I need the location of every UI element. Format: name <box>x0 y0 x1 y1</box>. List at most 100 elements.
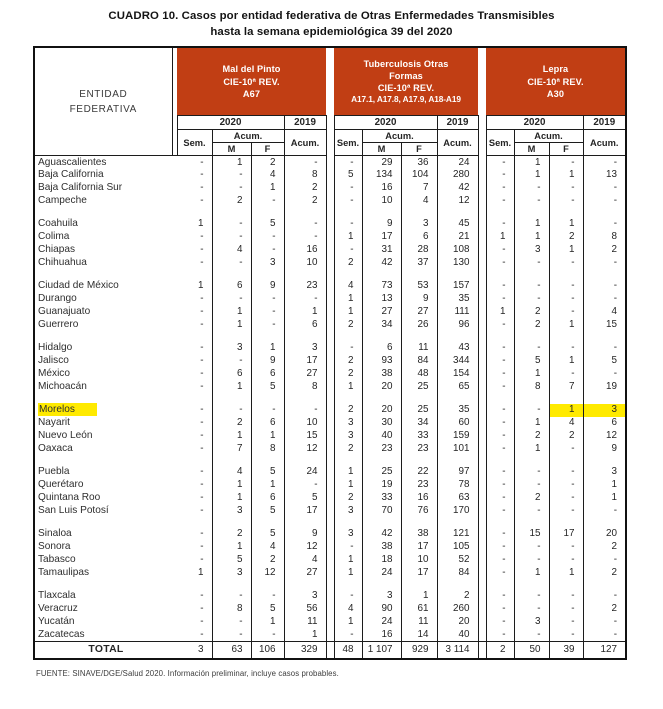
value-cell: 65 <box>437 380 479 394</box>
column-spacer <box>325 615 335 629</box>
column-spacer <box>477 429 487 443</box>
value-cell <box>334 517 363 528</box>
value-cell <box>514 393 550 404</box>
column-spacer <box>325 217 335 231</box>
value-cell: 1 <box>334 465 363 479</box>
column-spacer <box>325 194 335 208</box>
column-spacer <box>325 602 335 616</box>
value-cell: 16 <box>401 491 438 505</box>
column-spacer <box>477 504 487 518</box>
value-cell <box>549 393 584 404</box>
value-cell: 2 <box>334 403 363 417</box>
state-name: Baja California Sur <box>38 182 123 194</box>
header-spacer <box>325 115 335 130</box>
column-spacer <box>477 207 487 218</box>
value-cell: 35 <box>437 292 479 306</box>
f-label: F <box>548 142 584 157</box>
value-cell <box>401 517 438 528</box>
value-cell: 329 <box>284 641 327 659</box>
value-cell: - <box>549 181 584 195</box>
state-name: Durango <box>38 293 77 305</box>
value-cell: - <box>486 217 515 231</box>
value-cell: - <box>514 553 550 567</box>
value-cell: 3 <box>362 589 402 603</box>
value-cell: 1 <box>251 181 285 195</box>
value-cell <box>284 579 327 590</box>
column-spacer <box>477 354 487 368</box>
disease-title-line: CIE-10ª REV. <box>223 76 280 87</box>
column-spacer <box>325 367 335 381</box>
value-cell: - <box>177 243 213 257</box>
column-spacer <box>477 292 487 306</box>
value-cell: 3 <box>401 217 438 231</box>
state-name: Coahuila <box>38 218 78 230</box>
value-cell <box>549 455 584 466</box>
state-name: Michoacán <box>38 381 87 393</box>
value-cell: 78 <box>437 478 479 492</box>
value-cell: 3 <box>212 341 252 355</box>
column-spacer <box>325 230 335 244</box>
value-cell: 2 <box>334 354 363 368</box>
value-cell <box>251 269 285 280</box>
value-cell: 1 <box>583 491 627 505</box>
column-spacer <box>325 256 335 270</box>
value-cell: 9 <box>583 442 627 456</box>
value-cell <box>401 269 438 280</box>
value-cell: 2 <box>549 429 584 443</box>
value-cell <box>486 331 515 342</box>
value-cell: 1 <box>549 243 584 257</box>
value-cell: 34 <box>401 416 438 430</box>
value-cell: 27 <box>284 566 327 580</box>
table-row: Guerrero -1-6 2 34 26 96-2 1 15 <box>34 318 627 332</box>
value-cell: 38 <box>401 527 438 541</box>
value-cell: 48 <box>334 641 363 659</box>
value-cell: 17 <box>401 540 438 554</box>
value-cell <box>549 331 584 342</box>
disease-title-line: A30 <box>546 88 565 99</box>
value-cell: 1 <box>583 478 627 492</box>
value-cell <box>549 517 584 528</box>
value-cell: 23 <box>284 279 327 293</box>
m-label: M <box>211 142 252 157</box>
state-name <box>34 456 177 466</box>
value-cell: 1 <box>212 491 252 505</box>
header-spacer <box>477 115 487 130</box>
value-cell: 52 <box>437 553 479 567</box>
value-cell: 25 <box>401 380 438 394</box>
value-cell: 2 <box>334 367 363 381</box>
state-name: Quintana Roo <box>38 492 101 504</box>
value-cell: 4 <box>334 602 363 616</box>
value-cell: - <box>514 341 550 355</box>
value-cell: 127 <box>583 641 627 659</box>
state-name: Jalisco <box>38 355 69 367</box>
m-label: M <box>513 142 550 157</box>
value-cell: - <box>212 256 252 270</box>
value-cell: 1 <box>177 279 213 293</box>
value-cell <box>177 269 213 280</box>
value-cell: 39 <box>549 641 584 659</box>
column-spacer <box>477 478 487 492</box>
state-name: Guanajuato <box>38 306 91 318</box>
column-spacer <box>477 491 487 505</box>
column-spacer <box>325 491 335 505</box>
table-row: Querétaro -1 1-1 19 23 78- - -1 <box>34 478 627 492</box>
value-cell: - <box>486 194 515 208</box>
title-line-1: CUADRO 10. Casos por entidad federativa … <box>108 10 555 22</box>
value-cell: - <box>583 279 627 293</box>
value-cell: 35 <box>437 403 479 417</box>
state-name: Veracruz <box>38 603 78 615</box>
column-spacer <box>477 455 487 466</box>
value-cell: 1 <box>251 478 285 492</box>
value-cell: 20 <box>362 380 402 394</box>
value-cell: - <box>549 478 584 492</box>
value-cell <box>486 393 515 404</box>
year-2020-label: 2020 <box>485 115 584 131</box>
column-spacer <box>477 194 487 208</box>
value-cell: 1 <box>212 478 252 492</box>
value-cell: 38 <box>362 540 402 554</box>
value-cell: - <box>549 504 584 518</box>
value-cell: 9 <box>251 279 285 293</box>
state-name: Chiapas <box>38 244 76 256</box>
value-cell <box>514 331 550 342</box>
value-cell: - <box>583 504 627 518</box>
